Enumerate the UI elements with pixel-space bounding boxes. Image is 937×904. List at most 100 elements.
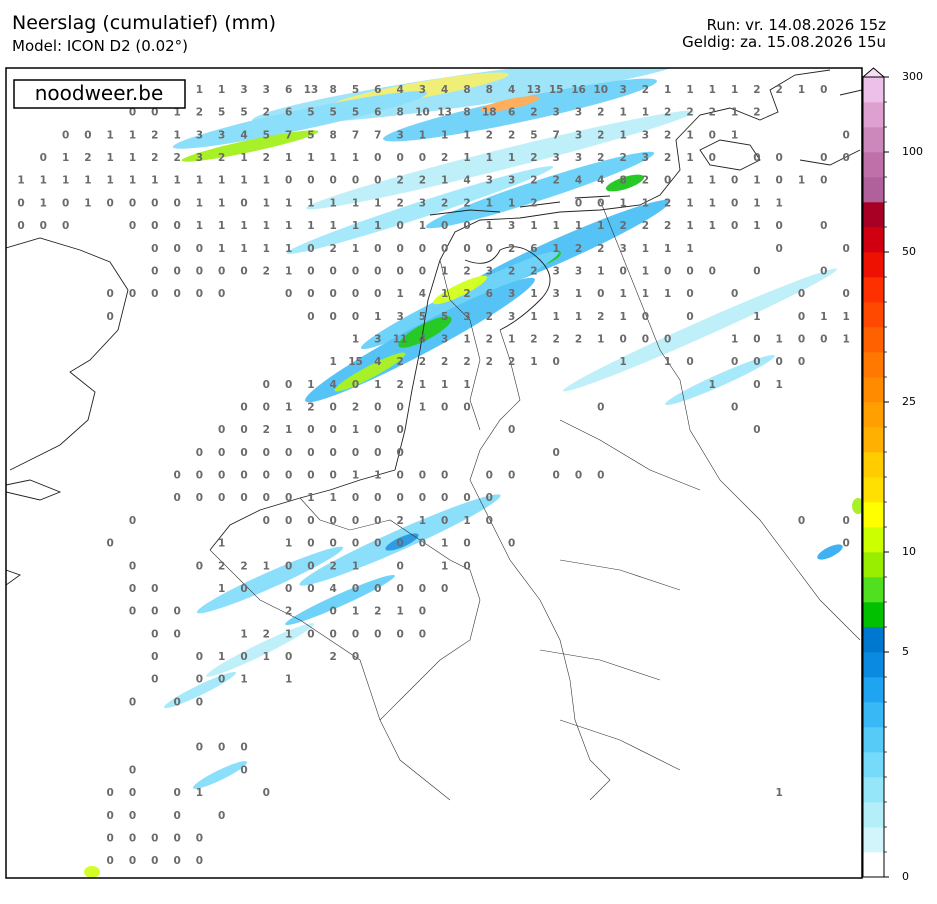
precip-value: 0 (62, 129, 69, 141)
precip-value: 1 (619, 197, 626, 209)
precip-value: 0 (218, 470, 225, 482)
precip-value: 1 (330, 220, 337, 232)
precip-value: 0 (352, 311, 359, 323)
precip-value: 0 (753, 333, 760, 345)
colorbar-segment (863, 477, 884, 503)
precip-value: 0 (240, 197, 247, 209)
precip-value: 0 (842, 515, 849, 527)
precip-value: 1 (196, 84, 203, 96)
precip-value: 0 (62, 220, 69, 232)
precip-value: 0 (330, 628, 337, 640)
precip-value: 0 (776, 175, 783, 187)
precip-value: 6 (486, 288, 493, 300)
precip-value: 3 (240, 84, 247, 96)
precip-value: 2 (396, 197, 403, 209)
colorbar-segment (863, 827, 884, 853)
precip-value: 0 (330, 424, 337, 436)
precip-value: 0 (374, 175, 381, 187)
precip-value: 2 (709, 107, 716, 119)
colorbar-segment (863, 677, 884, 703)
precip-value: 2 (508, 129, 515, 141)
precip-value: 2 (530, 333, 537, 345)
precip-value: 1 (553, 311, 560, 323)
precip-value: 0 (129, 583, 136, 595)
precip-value: 6 (508, 107, 515, 119)
precip-value: 0 (508, 424, 515, 436)
precip-value: 1 (486, 220, 493, 232)
precip-value: 0 (352, 265, 359, 277)
precip-value: 0 (173, 220, 180, 232)
precip-value: 4 (396, 84, 403, 96)
precip-value: 1 (240, 175, 247, 187)
precip-value: 0 (17, 220, 24, 232)
precip-value: 0 (374, 628, 381, 640)
precip-value: 0 (441, 515, 448, 527)
precip-value: 2 (463, 356, 470, 368)
precip-value: 0 (107, 311, 114, 323)
precip-value: 1 (441, 175, 448, 187)
colorbar-segment (863, 302, 884, 328)
precip-value: 1 (263, 243, 270, 255)
precip-value: 0 (820, 175, 827, 187)
precip-value: 0 (285, 492, 292, 504)
precip-value: 0 (285, 175, 292, 187)
precip-value: 2 (307, 402, 314, 414)
precip-value: 1 (62, 175, 69, 187)
precip-value: 0 (129, 288, 136, 300)
precip-value: 2 (240, 560, 247, 572)
precip-value: 0 (396, 424, 403, 436)
colorbar-segment (863, 377, 884, 403)
precip-value: 0 (129, 764, 136, 776)
precip-value: 0 (240, 742, 247, 754)
precip-value: 1 (709, 84, 716, 96)
precip-value: 0 (731, 197, 738, 209)
precip-value: 2 (508, 356, 515, 368)
precip-value: 3 (196, 129, 203, 141)
precip-value: 0 (820, 265, 827, 277)
precip-value: 0 (196, 742, 203, 754)
precip-value: 0 (396, 628, 403, 640)
precip-value: 0 (396, 265, 403, 277)
colorbar-segment (863, 502, 884, 528)
precip-value: 2 (352, 402, 359, 414)
precip-value: 1 (396, 288, 403, 300)
precip-value: 5 (419, 311, 426, 323)
precip-value: 1 (619, 356, 626, 368)
precip-value: 0 (731, 220, 738, 232)
colorbar-tick-label: 50 (902, 245, 916, 258)
precip-value: 0 (374, 243, 381, 255)
precip-value: 1 (463, 129, 470, 141)
precip-value: 2 (374, 606, 381, 618)
precip-value: 1 (40, 175, 47, 187)
precip-value: 5 (530, 129, 537, 141)
precip-value: 0 (151, 288, 158, 300)
precip-value: 1 (240, 152, 247, 164)
precip-value: 0 (597, 470, 604, 482)
precip-value: 0 (664, 265, 671, 277)
precip-value: 8 (330, 84, 337, 96)
precip-value: 0 (330, 606, 337, 618)
precip-value: 1 (352, 560, 359, 572)
colorbar-segment (863, 277, 884, 303)
precip-value: 0 (419, 628, 426, 640)
precip-value: 0 (129, 560, 136, 572)
precip-value: 1 (218, 538, 225, 550)
precip-value: 4 (463, 175, 470, 187)
precip-value: 8 (396, 107, 403, 119)
precip-value: 0 (842, 129, 849, 141)
precip-value: 1 (530, 220, 537, 232)
precip-value: 1 (508, 152, 515, 164)
precip-value: 0 (263, 447, 270, 459)
precip-value: 1 (285, 674, 292, 686)
precip-value: 1 (463, 333, 470, 345)
precip-value: 0 (107, 855, 114, 867)
precip-value: 1 (129, 129, 136, 141)
precip-value: 1 (419, 402, 426, 414)
precip-value: 0 (129, 515, 136, 527)
precip-value: 2 (330, 243, 337, 255)
precip-value: 5 (263, 129, 270, 141)
precip-value: 0 (419, 265, 426, 277)
precip-value: 1 (753, 175, 760, 187)
precip-value: 0 (84, 129, 91, 141)
precip-value: 13 (437, 107, 452, 119)
